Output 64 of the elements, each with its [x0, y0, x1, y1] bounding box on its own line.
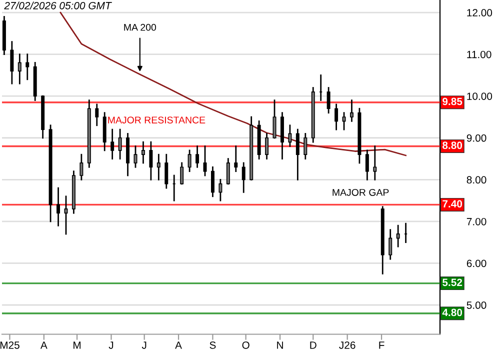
candlestick: [234, 146, 238, 172]
candlestick: [226, 158, 230, 185]
candlestick: [80, 154, 84, 180]
x-tick-label: M25: [0, 341, 20, 349]
candlestick: [156, 154, 160, 180]
x-tick-label: J: [108, 342, 114, 349]
y-tick-label: 7.00: [466, 218, 486, 226]
candlestick: [373, 146, 377, 180]
annotation: MAJOR RESISTANCE: [108, 116, 206, 124]
annotation: MA 200: [124, 24, 156, 31]
candlestick: [18, 54, 22, 84]
candlestick: [26, 54, 30, 80]
candlestick: [304, 133, 308, 160]
y-tick-label: 6.00: [466, 260, 486, 268]
candlestick: [64, 196, 68, 235]
candlestick: [365, 150, 369, 180]
annotation: MAJOR GAP: [332, 188, 389, 196]
x-tick-label: M: [74, 342, 81, 349]
y-tick-label: 8.00: [466, 176, 486, 184]
candlestick: [296, 128, 300, 180]
candlestick: [334, 104, 338, 130]
candlestick: [196, 146, 200, 168]
y-tick-label: 12.00: [467, 9, 492, 16]
x-tick-label: A: [40, 342, 48, 349]
candlestick: [149, 141, 153, 180]
x-tick-label: J: [142, 342, 146, 349]
annotation: 27/02/2026 05:00 GMT: [4, 2, 112, 10]
y-tick-label: 11.00: [467, 50, 492, 58]
candlestick: [396, 224, 400, 248]
candlestick: [118, 128, 122, 160]
x-tick-label: N: [277, 342, 283, 349]
y-tick-label: 5.00: [466, 302, 486, 309]
x-tick-label: D: [310, 342, 316, 349]
candlestick: [188, 150, 192, 172]
candlestick: [56, 187, 60, 226]
ref-line-label: 5.52: [442, 278, 462, 286]
x-tick-label: J26: [339, 341, 356, 349]
candlestick: [265, 133, 269, 160]
y-tick-label: 9.00: [466, 134, 486, 142]
line-series: [60, 12, 406, 156]
candlestick: [10, 41, 14, 84]
ref-line-label: 9.85: [442, 98, 462, 106]
candlestick: [134, 146, 138, 168]
candlestick: [210, 166, 214, 198]
x-tick-label: A: [175, 342, 182, 349]
ref-line-label: 7.40: [442, 200, 462, 208]
x-tick-label: S: [210, 341, 216, 349]
candlestick: [342, 112, 346, 130]
candlestick: [242, 162, 246, 193]
candlestick: [350, 100, 354, 122]
ref-line-label: 8.80: [442, 142, 462, 150]
candlestick: [388, 229, 392, 260]
y-tick-label: 10.00: [467, 92, 492, 100]
candlestick: [141, 141, 145, 164]
candlestick: [95, 104, 99, 126]
x-tick-label: F: [379, 342, 384, 349]
candlestick: [164, 154, 168, 189]
candlestick: [180, 162, 184, 185]
x-tick-label: O: [242, 341, 250, 349]
candlestick: [218, 178, 222, 202]
ref-line-label: 4.80: [442, 308, 462, 316]
candlestick: [110, 128, 114, 160]
candlestick: [326, 87, 330, 114]
candlestick: [288, 124, 292, 147]
